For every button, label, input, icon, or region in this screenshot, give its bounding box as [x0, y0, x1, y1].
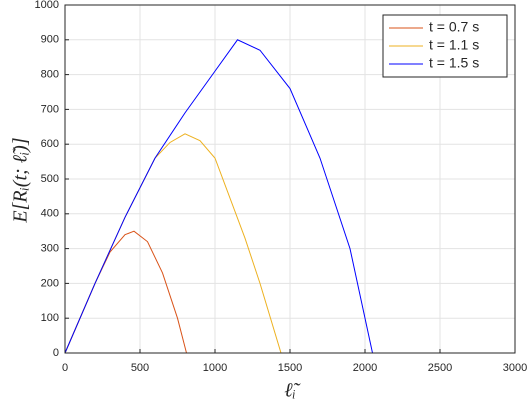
x-tick-label: 0	[62, 362, 68, 374]
y-tick-label: 0	[53, 347, 59, 359]
x-tick-label: 1500	[278, 362, 302, 374]
line	[64, 39, 515, 354]
y-tick-label: 500	[41, 173, 59, 185]
y-tick-label: 300	[41, 243, 59, 255]
y-tick-label: 200	[41, 277, 59, 289]
axes-box	[64, 4, 516, 354]
x-tick-label: 1000	[203, 362, 227, 374]
y-tick-label: 1000	[35, 0, 59, 11]
y-tick-label: 900	[41, 34, 59, 46]
x-tick-label: 3000	[503, 362, 527, 374]
x-tick-label: 2500	[428, 362, 452, 374]
y-axis-label: E[Rᵢ(t; ℓ̃ᵢ)]	[10, 137, 32, 223]
y-tick-label: 800	[41, 69, 59, 81]
legend-label: t = 0.7 s	[429, 19, 479, 35]
y-tick-label: 100	[41, 312, 59, 324]
x-axis-label: ℓ̃ᵢ	[284, 380, 300, 402]
y-tick-label: 400	[41, 208, 59, 220]
y-tick-label: 700	[41, 103, 59, 115]
legend-label: t = 1.1 s	[429, 37, 479, 53]
x-tick-label: 500	[131, 362, 149, 374]
y-tick-label: 600	[41, 138, 59, 150]
x-tick-label: 2000	[353, 362, 377, 374]
legend-label: t = 1.5 s	[429, 55, 479, 71]
